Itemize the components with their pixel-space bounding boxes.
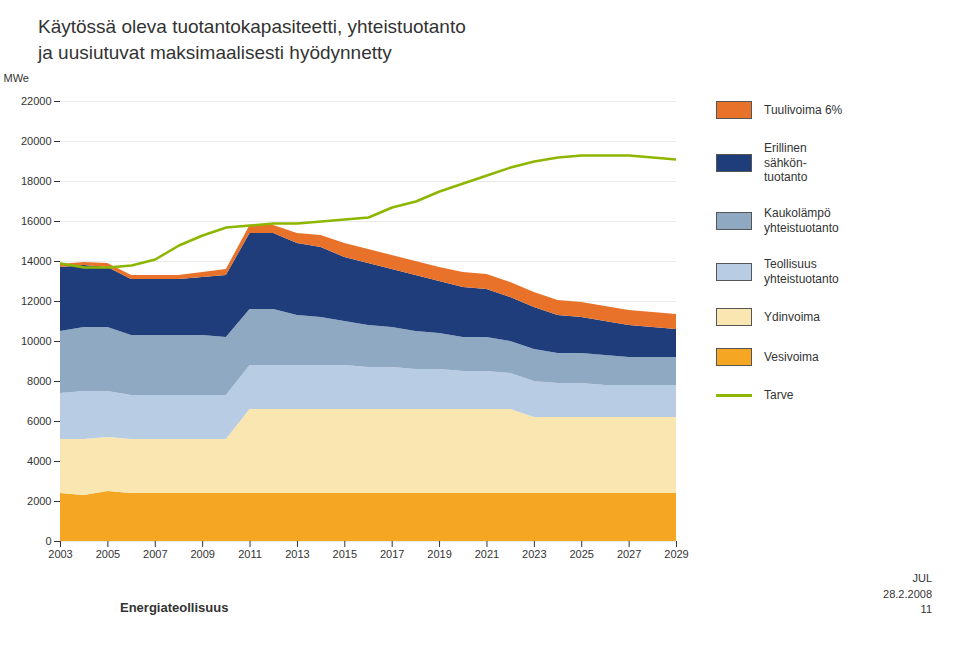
- html-text:JUL 28.2.2008 11: JUL 28.2.2008 11: [883, 572, 932, 616]
- svg-text:8000: 8000: [27, 375, 51, 387]
- svg-text:4000: 4000: [27, 455, 51, 467]
- svg-text:14000: 14000: [21, 255, 52, 267]
- svg-text:2013: 2013: [285, 549, 309, 561]
- svg-text:20000: 20000: [21, 135, 52, 147]
- svg-text:2003: 2003: [48, 549, 72, 561]
- svg-text:MWe: MWe: [4, 73, 29, 85]
- svg-text:6000: 6000: [27, 415, 51, 427]
- svg-text:2015: 2015: [333, 549, 357, 561]
- svg-text:16000: 16000: [21, 215, 52, 227]
- svg-text:2011: 2011: [238, 549, 262, 561]
- svg-text:0: 0: [45, 535, 51, 547]
- svg-text:2005: 2005: [96, 549, 120, 561]
- svg-text:2000: 2000: [27, 495, 51, 507]
- svg-text:12000: 12000: [21, 295, 52, 307]
- html-text:Ydinvoima: Ydinvoima: [764, 309, 820, 324]
- html-text:Kaukolämpö yhteistuotanto: Kaukolämpö yhteistuotanto: [764, 206, 839, 235]
- svg-text:2017: 2017: [380, 549, 404, 561]
- html-text:Tuulivoima 6%: Tuulivoima 6%: [764, 103, 843, 118]
- svg-text:2007: 2007: [143, 549, 167, 561]
- svg-text:2023: 2023: [522, 549, 546, 561]
- html-text:Energiateollisuus: Energiateollisuus: [120, 600, 229, 616]
- svg-text:18000: 18000: [21, 175, 52, 187]
- html-text:Tarve: Tarve: [764, 388, 794, 402]
- svg-text:2021: 2021: [475, 549, 499, 561]
- svg-text:2009: 2009: [190, 549, 214, 561]
- svg-text:22000: 22000: [21, 95, 52, 107]
- svg-text:2019: 2019: [427, 549, 451, 561]
- svg-text:2029: 2029: [664, 549, 688, 561]
- html-text:Teollisuus yhteistuotanto: Teollisuus yhteistuotanto: [764, 257, 839, 286]
- html-text:Erillinen sähkön- tuotanto: Erillinen sähkön- tuotanto: [764, 141, 808, 185]
- html-text:Käytössä oleva tuotantokapasit: Käytössä oleva tuotantokapasiteetti, yht…: [38, 16, 466, 63]
- svg-text:2027: 2027: [617, 549, 641, 561]
- svg-text:10000: 10000: [21, 335, 52, 347]
- html-text:Vesivoima: Vesivoima: [764, 349, 819, 364]
- svg-text:2025: 2025: [569, 549, 593, 561]
